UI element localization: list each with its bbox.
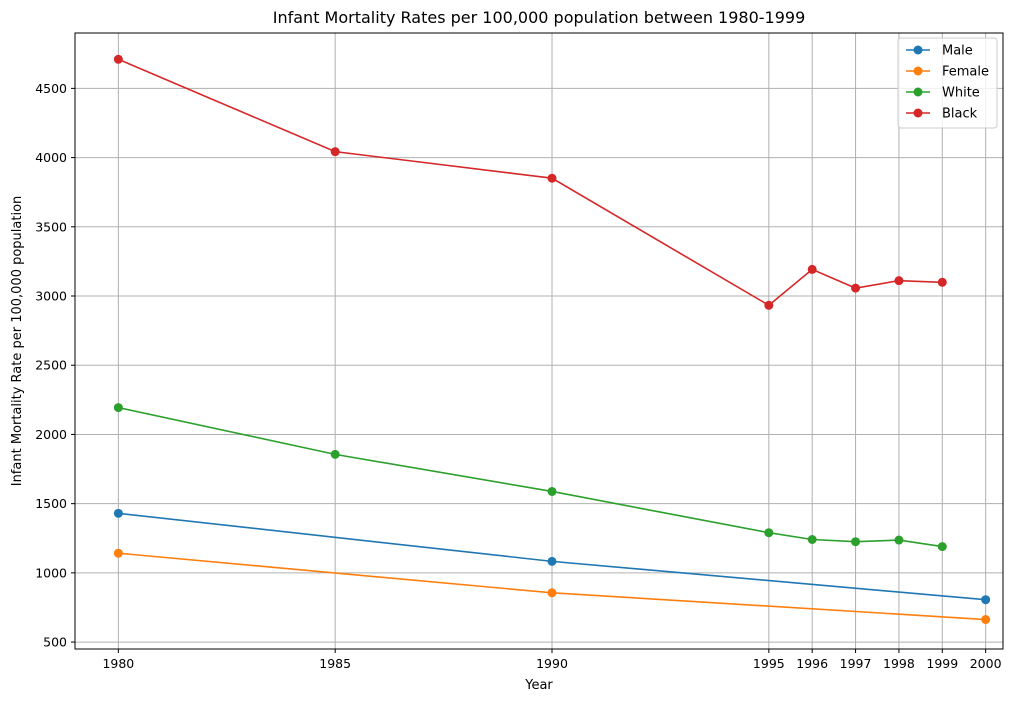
data-point-black: [894, 276, 904, 286]
legend-box: [897, 37, 998, 129]
x-axis-label: Year: [524, 678, 553, 693]
x-tick-label: 1999: [926, 656, 958, 671]
data-point-black: [851, 283, 861, 293]
data-point-black: [937, 277, 947, 287]
data-point-female: [981, 615, 991, 625]
legend-swatch-marker: [913, 45, 923, 55]
data-point-black: [113, 54, 123, 64]
y-axis-ticks: 500 1000 1500 2000 2500 3000 3500 4000 4500: [35, 81, 75, 650]
x-tick-label: 1980: [102, 656, 134, 671]
data-point-white: [894, 535, 904, 545]
series-black: [113, 54, 947, 310]
data-point-white: [851, 537, 861, 547]
legend-entry: Female: [942, 65, 989, 80]
data-point-male: [981, 595, 991, 605]
data-point-male: [547, 556, 557, 566]
chart-title: Infant Mortality Rates per 100,000 popul…: [273, 8, 806, 27]
series-layer: [113, 54, 991, 625]
legend-swatch-marker: [913, 108, 923, 118]
data-point-white: [807, 535, 817, 545]
x-tick-label: 1985: [319, 656, 351, 671]
data-point-black: [547, 173, 557, 183]
data-point-white: [113, 403, 123, 413]
grid: [75, 33, 1003, 649]
series-line-black: [118, 58, 943, 307]
data-point-black: [330, 147, 340, 157]
data-point-black: [807, 264, 817, 274]
data-point-white: [937, 542, 947, 552]
plot-frame: [74, 32, 1004, 650]
series-male: [113, 508, 991, 605]
legend-entry: Black: [942, 107, 978, 122]
series-line-white: [118, 406, 943, 548]
data-point-male: [113, 508, 123, 518]
legend-swatch-marker: [913, 87, 923, 97]
y-tick-label: 1500: [35, 496, 67, 511]
x-tick-label: 2000: [970, 656, 1002, 671]
y-tick-label: 2500: [35, 358, 67, 373]
y-tick-label: 4500: [35, 81, 67, 96]
y-tick-label: 500: [43, 635, 67, 650]
y-tick-label: 1000: [35, 565, 67, 580]
data-point-female: [547, 588, 557, 598]
x-tick-label: 1995: [753, 656, 785, 671]
data-point-female: [113, 548, 123, 558]
data-point-black: [764, 300, 774, 310]
x-tick-label: 1990: [536, 656, 568, 671]
x-tick-label: 1998: [883, 656, 915, 671]
y-tick-label: 4000: [35, 150, 67, 165]
data-point-white: [330, 449, 340, 459]
legend-entry: White: [942, 86, 980, 101]
y-axis-label: Infant Mortality Rate per 100,000 popula…: [10, 196, 25, 487]
legend-entry: Male: [942, 44, 973, 59]
x-axis-ticks: 1980 1985 1990 1995 1996 1997 1998 1999 2000: [102, 649, 1002, 671]
series-female: [113, 548, 991, 625]
series-white: [113, 403, 947, 552]
y-tick-label: 3500: [35, 219, 67, 234]
data-point-white: [764, 528, 774, 538]
y-tick-label: 3000: [35, 289, 67, 304]
legend-swatch-marker: [913, 66, 923, 76]
x-tick-label: 1997: [840, 656, 872, 671]
x-tick-label: 1996: [796, 656, 828, 671]
data-point-white: [547, 486, 557, 496]
y-tick-label: 2000: [35, 427, 67, 442]
legend: Male Female White Black: [897, 37, 998, 129]
